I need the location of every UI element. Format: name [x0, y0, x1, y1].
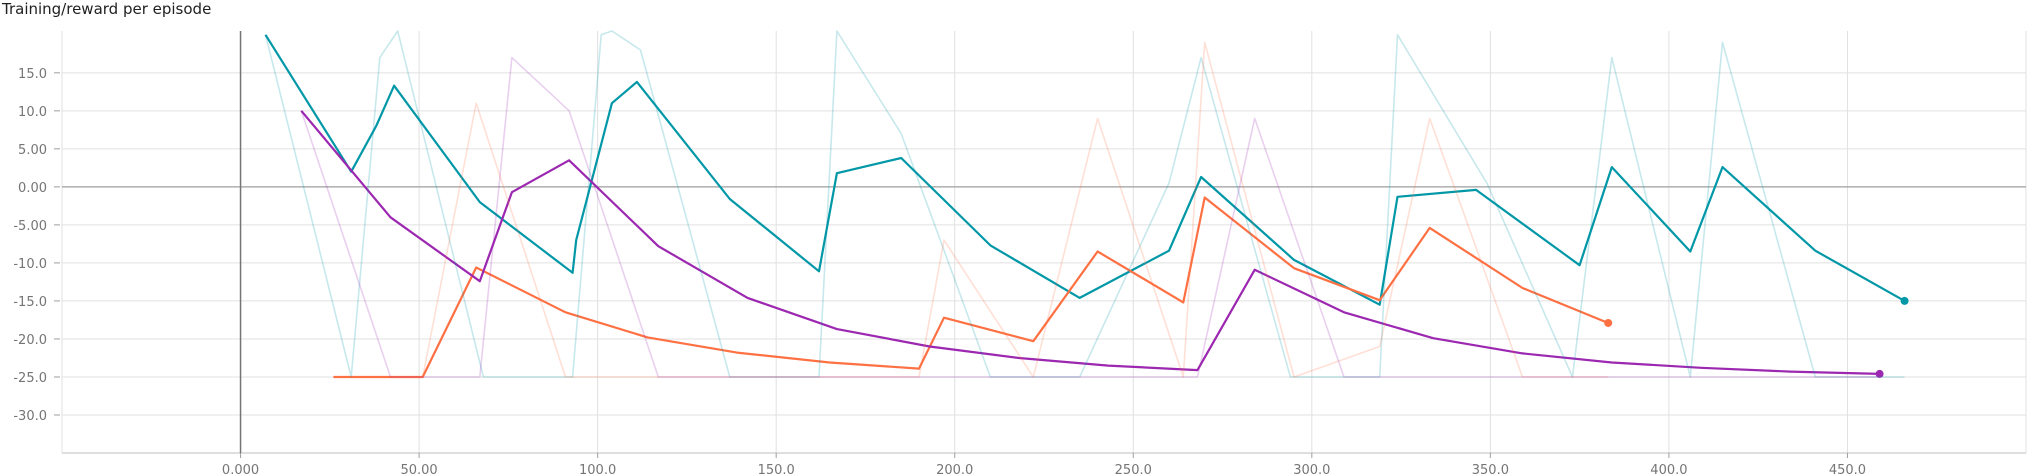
- series-line-orange-smoothed: [333, 196, 1609, 379]
- series-layer: [264, 30, 1909, 379]
- grid-layer: [62, 31, 2026, 453]
- series-endpoint-cyan-smoothed: [1900, 296, 1909, 305]
- y-tick-label: 0.00: [18, 181, 47, 196]
- series-line-cyan-smoothed: [264, 34, 1906, 306]
- series-line-purple-smoothed: [300, 110, 1880, 375]
- series-line-orange-raw: [333, 41, 1609, 378]
- axes-layer: [61, 31, 2027, 454]
- x-tick-label: 400.0: [1650, 463, 1687, 476]
- y-tick-label: -5.00: [13, 219, 47, 234]
- x-tick-label: 150.0: [758, 463, 795, 476]
- y-tick-label: 15.0: [18, 67, 47, 82]
- x-tick-label: 450.0: [1829, 463, 1866, 476]
- chart-title: Training/reward per episode: [2, 0, 212, 18]
- x-tick-label: 100.0: [579, 463, 616, 476]
- y-tick-label: 5.00: [18, 143, 47, 158]
- series-line-purple-raw: [300, 56, 1880, 378]
- series-endpoint-orange-smoothed: [1604, 318, 1613, 327]
- x-tick-label: 0.000: [222, 463, 259, 476]
- y-tick-label: -25.0: [13, 371, 47, 386]
- y-tick-label: 10.0: [18, 105, 47, 120]
- x-tick-label: 200.0: [936, 463, 973, 476]
- y-tick-label: -20.0: [13, 333, 47, 348]
- y-tick-label: -15.0: [13, 295, 47, 310]
- y-tick-label: -30.0: [13, 409, 47, 424]
- x-tick-label: 300.0: [1293, 463, 1330, 476]
- x-tick-label: 250.0: [1115, 463, 1152, 476]
- x-tick-label: 350.0: [1472, 463, 1509, 476]
- y-tick-label: -10.0: [13, 257, 47, 272]
- x-tick-label: 50.00: [400, 463, 437, 476]
- series-endpoint-purple-smoothed: [1875, 369, 1884, 378]
- series-line-cyan-raw: [264, 30, 1905, 378]
- ticks-layer: 15.0 10.0 5.00 0.00 -5.00 -10.0 -15.0 -20.0 -25.…: [13, 67, 1866, 476]
